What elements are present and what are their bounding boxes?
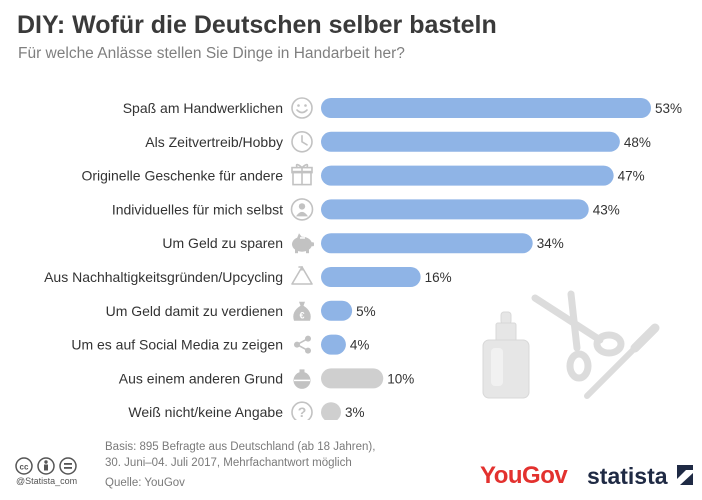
bar <box>321 131 620 152</box>
bar-value-label: 16% <box>425 270 452 285</box>
statista-handle: @Statista_com <box>16 476 78 486</box>
cc-icon <box>15 457 33 475</box>
bar <box>321 402 341 420</box>
survey-period: 30. Juni–04. Juli 2017, Mehrfachantwort … <box>105 457 352 469</box>
category-label: Als Zeitvertreib/Hobby <box>145 134 283 150</box>
question-icon: ? <box>291 401 313 420</box>
glue-bottle-icon <box>482 311 530 399</box>
gift-icon <box>291 163 313 186</box>
yougov-logo: YouGov <box>480 462 568 489</box>
category-label: Um Geld zu sparen <box>162 235 283 251</box>
nd-icon <box>59 457 77 475</box>
share-icon <box>294 335 311 354</box>
bar-value-label: 10% <box>387 371 414 386</box>
clock-icon <box>291 131 313 153</box>
craft-knife-icon <box>584 323 660 399</box>
svg-text:€: € <box>299 310 304 320</box>
category-label: Aus Nachhaltigkeitsgründen/Upcycling <box>44 269 283 285</box>
bar-value-label: 5% <box>356 304 376 319</box>
chart-subtitle: Für welche Anlässe stellen Sie Dinge in … <box>18 45 405 62</box>
bar <box>321 267 421 287</box>
bar <box>321 199 589 220</box>
money-bag-icon: € <box>293 301 311 321</box>
statista-logo: statista <box>587 463 668 489</box>
bar-value-label: 47% <box>618 169 645 184</box>
bar-value-label: 34% <box>537 236 564 251</box>
category-label: Um es auf Social Media zu zeigen <box>71 337 283 353</box>
scissors-icon <box>531 290 625 382</box>
bar-value-label: 53% <box>655 101 682 116</box>
svg-text:cc: cc <box>20 463 29 472</box>
bar-value-label: 4% <box>350 338 370 353</box>
basis-note: Basis: 895 Befragte aus Deutschland (ab … <box>105 441 376 453</box>
piggy-bank-icon <box>292 233 314 254</box>
by-icon <box>37 457 55 475</box>
category-label: Aus einem anderen Grund <box>119 370 283 386</box>
category-label: Spaß am Handwerklichen <box>123 100 283 116</box>
bar <box>321 334 346 355</box>
statista-logo-mark <box>677 465 693 485</box>
bar <box>321 368 384 389</box>
bar <box>321 98 651 118</box>
bar-value-label: 43% <box>593 202 620 217</box>
ornament-icon <box>293 369 311 389</box>
category-label: Um Geld damit zu verdienen <box>106 303 283 319</box>
bar-value-label: 48% <box>624 135 651 150</box>
craft-tools-illustration <box>482 290 660 399</box>
svg-text:?: ? <box>298 404 307 420</box>
bar <box>321 233 533 254</box>
category-label: Originelle Geschenke für andere <box>81 168 283 184</box>
bar-chart: 53% Spaß am Handwerklichen 48% Als Zeitvert… <box>44 97 682 420</box>
person-icon <box>290 198 314 221</box>
source-note: Quelle: YouGov <box>105 477 185 489</box>
category-label: Weiß nicht/keine Angabe <box>128 404 283 420</box>
smiley-icon <box>291 97 313 119</box>
creative-commons-icons: cc <box>15 457 77 475</box>
chart-title: DIY: Wofür die Deutschen selber basteln <box>17 11 497 39</box>
category-label: Individuelles für mich selbst <box>112 201 283 217</box>
recycle-icon <box>291 266 313 285</box>
bar <box>321 165 614 186</box>
bar <box>321 300 353 321</box>
bar-value-label: 3% <box>345 405 365 420</box>
